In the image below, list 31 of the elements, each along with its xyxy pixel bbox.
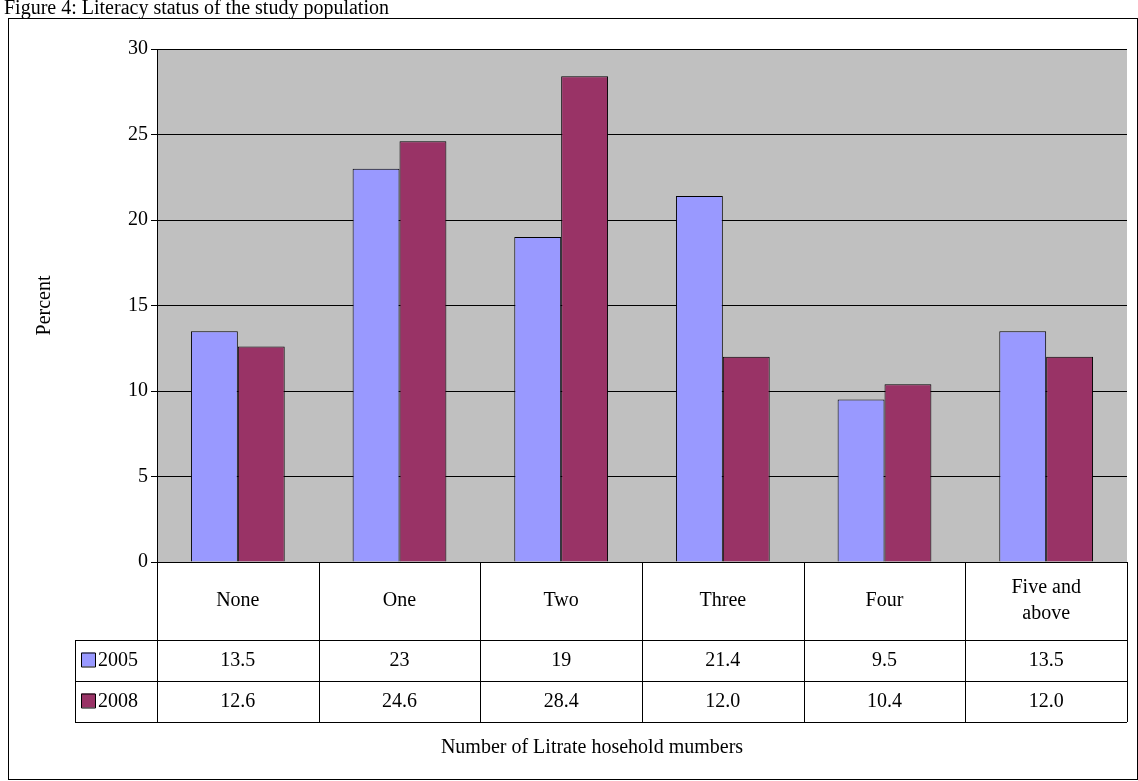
data-label: 13.5 bbox=[1028, 647, 1064, 670]
y-tick-label: 25 bbox=[128, 121, 148, 144]
legend-label: 2005 bbox=[98, 647, 138, 670]
y-tick-label: 20 bbox=[128, 207, 148, 230]
legend-label: 2008 bbox=[98, 688, 138, 711]
x-tick-label: Five and above bbox=[1011, 575, 1081, 624]
data-label: 12.0 bbox=[705, 688, 741, 711]
text: Number of Litrate hosehold mumbers bbox=[440, 735, 744, 758]
x-tick-label: Four bbox=[865, 588, 904, 611]
y-tick-label: 30 bbox=[128, 36, 148, 59]
x-tick-label: Two bbox=[543, 588, 579, 611]
data-label: 12.0 bbox=[1028, 688, 1064, 711]
x-tick-label: None bbox=[216, 588, 260, 611]
y-tick-label: 0 bbox=[138, 549, 148, 572]
y-tick-label: 5 bbox=[138, 463, 148, 486]
data-label: 23 bbox=[389, 647, 410, 670]
y-tick-label: 15 bbox=[128, 292, 148, 315]
chart-title: Figure 4: Literacy status of the study population bbox=[4, 0, 389, 18]
y-axis-title: Percent bbox=[32, 275, 55, 336]
data-label: 19 bbox=[551, 647, 572, 670]
data-label: 28.4 bbox=[543, 688, 579, 711]
data-label: 10.4 bbox=[867, 688, 902, 711]
data-label: 9.5 bbox=[872, 647, 897, 670]
data-label: 12.6 bbox=[220, 688, 256, 711]
chart-frame: Percent 0 5 10 15 20 25 30 None One Two Three Four Five and above 2005 13.5 23 19 21.4 9.5 13.5 2008 12.6 24.6 28.4 12.0 10.4 12.0 Number of Litrate hosehold mumbers bbox=[8, 18, 1138, 780]
x-tick-label: One bbox=[382, 588, 417, 611]
data-label: 24.6 bbox=[382, 688, 417, 711]
data-label: 21.4 bbox=[705, 647, 741, 670]
data-label: 13.5 bbox=[220, 647, 256, 670]
x-tick-label: Three bbox=[699, 588, 747, 611]
y-tick-label: 10 bbox=[128, 378, 148, 401]
